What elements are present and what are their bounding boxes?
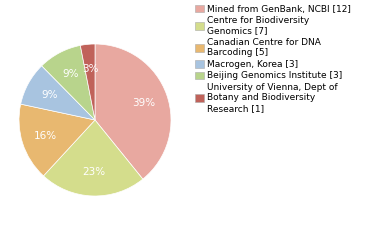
- Wedge shape: [19, 104, 95, 176]
- Legend: Mined from GenBank, NCBI [12], Centre for Biodiversity
Genomics [7], Canadian Ce: Mined from GenBank, NCBI [12], Centre fo…: [195, 5, 351, 113]
- Wedge shape: [21, 66, 95, 120]
- Text: 3%: 3%: [82, 64, 98, 74]
- Wedge shape: [80, 44, 95, 120]
- Text: 16%: 16%: [34, 131, 57, 141]
- Text: 23%: 23%: [82, 167, 105, 177]
- Text: 9%: 9%: [63, 69, 79, 79]
- Wedge shape: [95, 44, 171, 179]
- Text: 39%: 39%: [132, 98, 155, 108]
- Wedge shape: [42, 45, 95, 120]
- Text: 9%: 9%: [41, 90, 58, 100]
- Wedge shape: [43, 120, 143, 196]
